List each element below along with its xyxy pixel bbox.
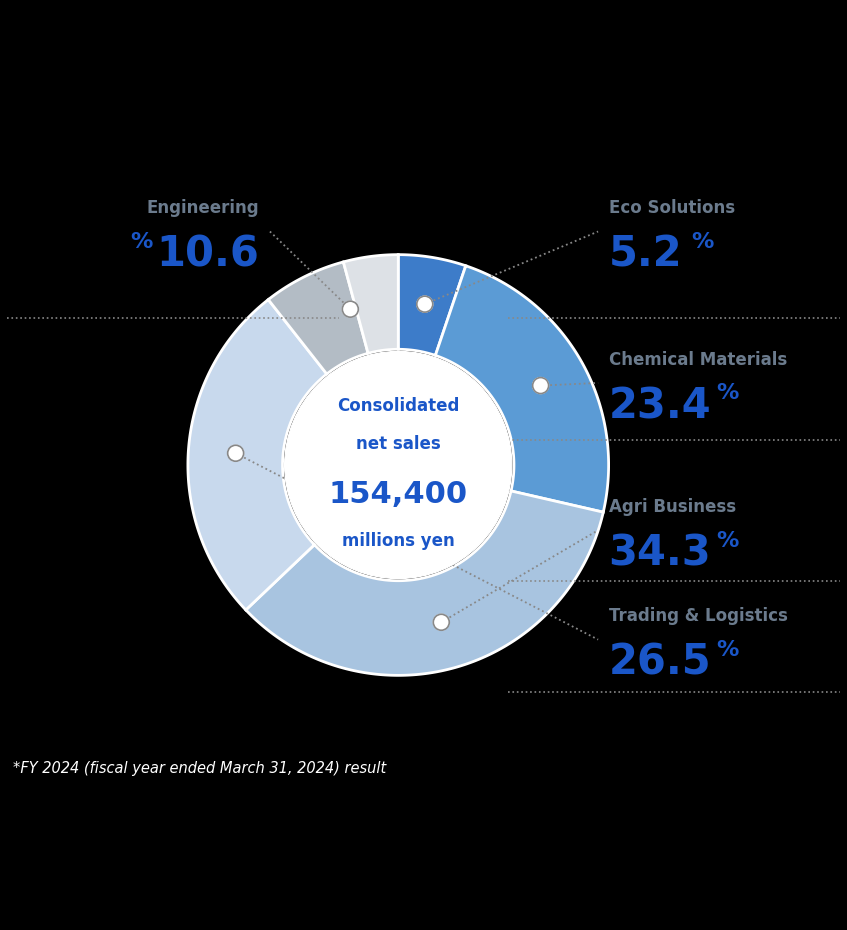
Text: *FY 2024 (fiscal year ended March 31, 2024) result: *FY 2024 (fiscal year ended March 31, 20…	[14, 762, 386, 777]
Text: Eco Solutions: Eco Solutions	[609, 199, 734, 218]
Text: 154,400: 154,400	[329, 480, 468, 509]
Circle shape	[228, 445, 244, 461]
Text: 26.5: 26.5	[609, 642, 711, 684]
Circle shape	[417, 296, 433, 312]
Circle shape	[342, 301, 358, 317]
Polygon shape	[435, 266, 609, 512]
Text: Trading & Logistics: Trading & Logistics	[609, 607, 788, 626]
Text: 34.3: 34.3	[609, 532, 711, 575]
Polygon shape	[268, 262, 368, 374]
Text: 5.2: 5.2	[609, 233, 682, 275]
Text: Consolidated: Consolidated	[337, 397, 459, 415]
Circle shape	[285, 352, 512, 578]
Text: net sales: net sales	[356, 435, 440, 453]
Polygon shape	[343, 255, 398, 353]
Circle shape	[533, 378, 549, 393]
Text: %: %	[716, 383, 739, 404]
Text: %: %	[716, 531, 739, 551]
Text: Engineering: Engineering	[147, 199, 259, 218]
Text: %: %	[716, 640, 739, 660]
Text: 23.4: 23.4	[609, 385, 711, 427]
Text: Chemical Materials: Chemical Materials	[609, 351, 787, 369]
Polygon shape	[398, 255, 466, 355]
Text: %: %	[130, 232, 152, 252]
Text: %: %	[692, 232, 714, 252]
Text: Agri Business: Agri Business	[609, 498, 736, 516]
Text: millions yen: millions yen	[342, 532, 455, 550]
Polygon shape	[246, 491, 603, 675]
Text: 10.6: 10.6	[157, 233, 259, 275]
Polygon shape	[188, 299, 327, 610]
Circle shape	[434, 614, 449, 631]
